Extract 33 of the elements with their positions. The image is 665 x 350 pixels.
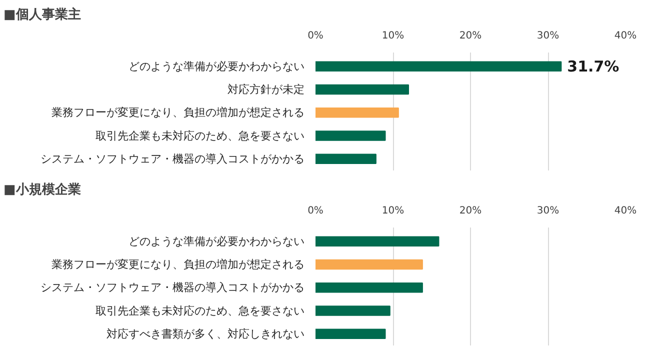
y-tick-label: システム・ソフトウェア・機器の導入コストがかかる	[40, 281, 304, 294]
text: ■小規模企業	[4, 182, 81, 198]
x-tick-label: 10%	[382, 206, 404, 216]
bar	[316, 108, 399, 118]
y-tick-label: システム・ソフトウェア・機器の導入コストがかかる	[40, 152, 304, 166]
bar	[316, 306, 390, 316]
bar	[316, 282, 423, 293]
x-tick-label: 30%	[536, 206, 560, 216]
bar	[316, 84, 409, 95]
x-tick-label: 40%	[614, 30, 637, 42]
y-tick-label: 取引先企業も未対応のため、急を要さない	[96, 304, 304, 318]
bar	[316, 61, 562, 72]
bar	[316, 130, 386, 141]
y-tick-label: 対応すべき書類が多く、対応しきれない	[106, 327, 304, 340]
x-tick-label: 20%	[459, 30, 482, 42]
bar	[316, 236, 440, 247]
y-tick-label: 取引先企業も未対応のため、急を要さない	[96, 129, 304, 142]
x-tick-label: 0%	[308, 30, 324, 42]
y-tick-label: どのような準備が必要かわからない	[128, 60, 304, 73]
x-tick-label: 0%	[308, 206, 324, 216]
text: ■個人事業主	[4, 6, 81, 22]
y-tick-label: どのような準備が必要かわからない	[128, 234, 304, 248]
bar	[316, 259, 423, 270]
x-tick-label: 10%	[382, 30, 404, 42]
x-tick-label: 30%	[536, 30, 560, 42]
bar	[316, 328, 386, 340]
data-label: 31.7%	[567, 57, 620, 76]
x-tick-label: 40%	[614, 206, 637, 216]
y-tick-label: 業務フローが変更になり、負担の増加が想定される	[52, 258, 304, 272]
y-tick-label: 対応方針が未定	[228, 83, 304, 96]
y-tick-label: 業務フローが変更になり、負担の増加が想定される	[52, 106, 304, 120]
x-tick-label: 20%	[459, 206, 482, 216]
bar	[316, 154, 376, 164]
